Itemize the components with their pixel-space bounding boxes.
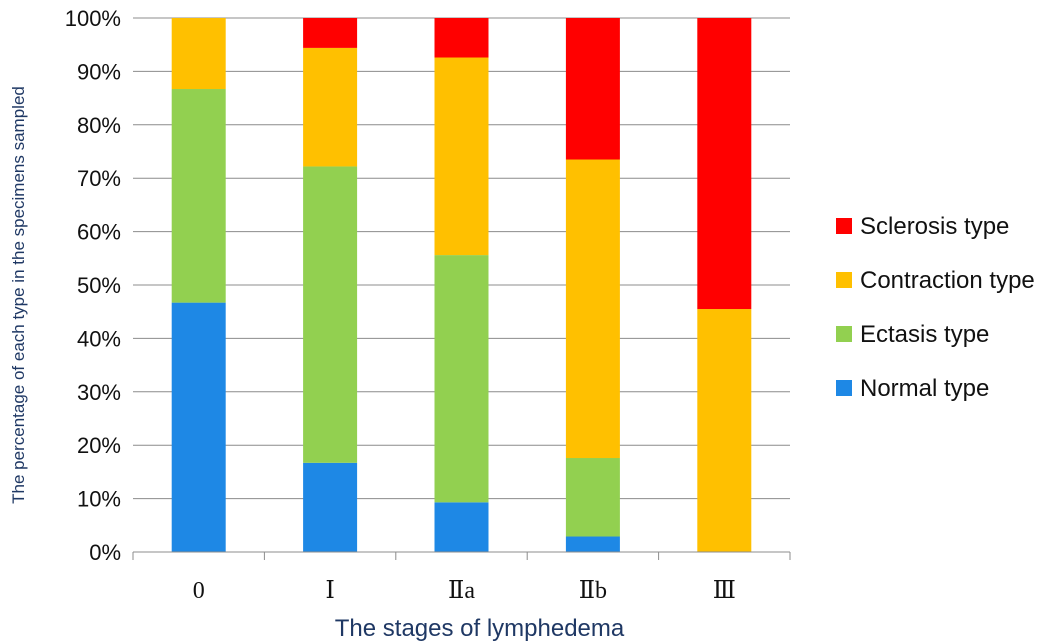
legend-label: Ectasis type — [860, 321, 989, 348]
bar-segment-contraction-type — [171, 18, 226, 90]
bar-segment-ectasis-type — [434, 255, 489, 503]
y-tick-label: 100% — [65, 6, 121, 31]
bar-segment-sclerosis-type — [697, 18, 752, 310]
bars — [171, 18, 752, 552]
y-tick-label: 60% — [77, 220, 121, 245]
legend-swatch — [836, 218, 852, 234]
y-tick-label: 40% — [77, 326, 121, 351]
y-tick-label: 70% — [77, 166, 121, 191]
bar-segment-ectasis-type — [171, 89, 226, 303]
legend-swatch — [836, 326, 852, 342]
bar-segment-contraction-type — [434, 57, 489, 256]
bar-segment-normal-type — [565, 536, 620, 552]
x-tick-label: Ⅲ — [713, 578, 736, 604]
y-tick-label: 10% — [77, 487, 121, 512]
x-tick-label: 0 — [193, 578, 205, 604]
y-tick-label: 50% — [77, 273, 121, 298]
bar-segment-normal-type — [171, 302, 226, 552]
x-tick-label: Ⅱb — [579, 578, 607, 604]
y-tick-label: 30% — [77, 380, 121, 405]
x-tick-label: Ⅱa — [448, 578, 475, 604]
bar-segment-contraction-type — [565, 159, 620, 459]
bar-segment-sclerosis-type — [434, 18, 489, 58]
bar-segment-contraction-type — [303, 47, 358, 167]
legend-label: Contraction type — [860, 267, 1035, 294]
y-axis-label: The percentage of each type in the speci… — [9, 86, 28, 504]
legend-label: Sclerosis type — [860, 213, 1009, 240]
bar-segment-sclerosis-type — [303, 18, 358, 48]
bar-segment-ectasis-type — [565, 458, 620, 537]
y-tick-label: 80% — [77, 113, 121, 138]
legend-swatch — [836, 380, 852, 396]
x-tick-label: Ⅰ — [325, 578, 334, 604]
bar-segment-contraction-type — [697, 309, 752, 552]
y-tick-label: 90% — [77, 59, 121, 84]
y-tick-label: 0% — [89, 540, 121, 565]
bar-segment-normal-type — [434, 502, 489, 552]
bar-segment-normal-type — [303, 462, 358, 552]
bar-segment-ectasis-type — [303, 166, 358, 463]
legend-label: Normal type — [860, 375, 989, 402]
y-axis-tick-labels: 0% 10% 20% 30% 40% 50% 60% 70% 80% 90% 100% — [65, 6, 121, 565]
legend: Sclerosis type Contraction type Ectasis ty… — [836, 213, 1035, 402]
bar-segment-sclerosis-type — [565, 18, 620, 160]
x-axis-label: The stages of lymphedema — [335, 615, 625, 642]
x-axis-tick-labels: 0 Ⅰ Ⅱa Ⅱb Ⅲ — [132, 552, 791, 604]
legend-swatch — [836, 272, 852, 288]
y-tick-label: 20% — [77, 433, 121, 458]
